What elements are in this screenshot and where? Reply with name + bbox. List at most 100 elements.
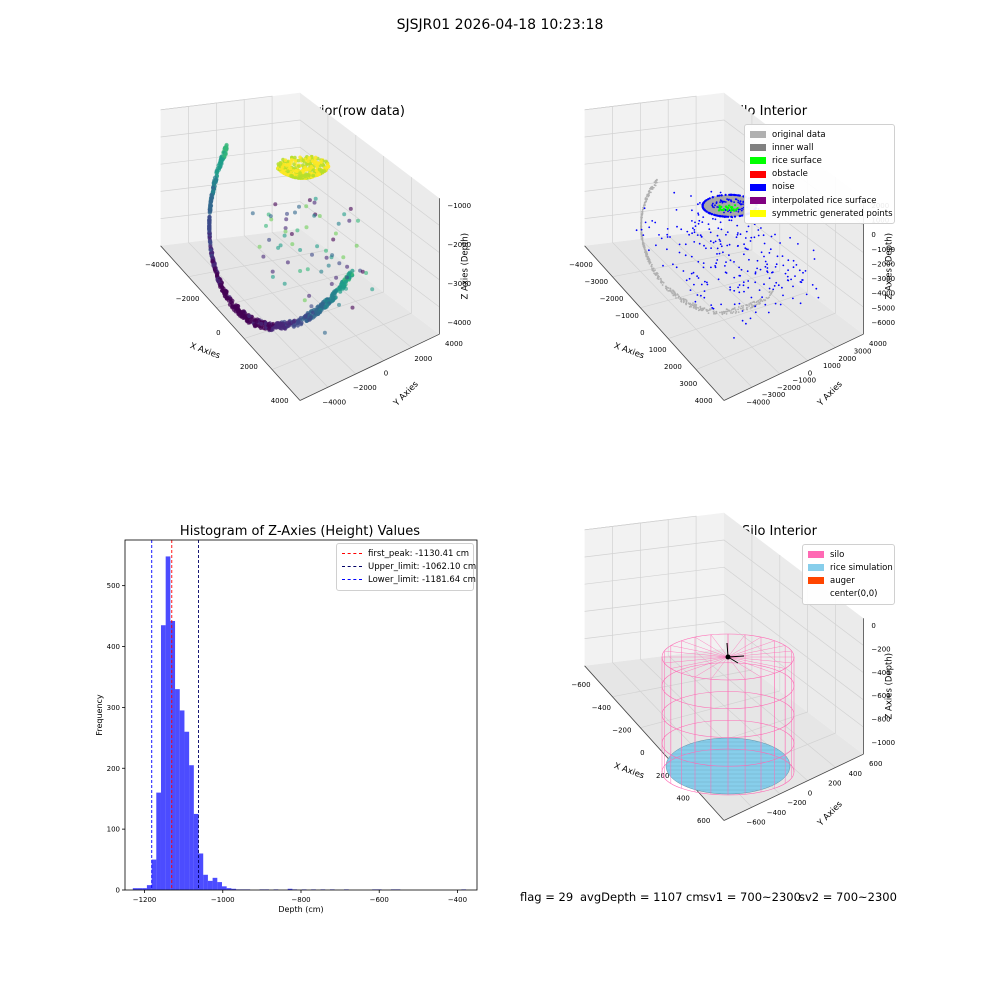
noise-point — [680, 228, 683, 231]
original-data-point — [662, 281, 665, 284]
original-data-point — [719, 311, 721, 314]
noise-point — [730, 215, 733, 218]
legend-line — [342, 566, 362, 568]
noise-point — [805, 293, 808, 296]
histogram-bar — [151, 859, 157, 890]
noise-point — [666, 233, 669, 236]
noise-point — [714, 266, 717, 269]
scatter-point — [257, 244, 262, 249]
noise-point — [729, 288, 732, 291]
cap-point — [311, 168, 316, 172]
silo-roof-line — [727, 636, 762, 658]
pane-floor — [160, 228, 440, 401]
original-data-point — [753, 301, 756, 304]
noise-point — [750, 296, 753, 299]
noise-point — [742, 284, 745, 287]
noise-point — [714, 265, 716, 267]
original-data-point — [723, 312, 726, 315]
noise-point — [738, 266, 740, 269]
noise-point — [745, 322, 747, 325]
cap-point — [291, 169, 296, 173]
pane-floor — [584, 648, 864, 821]
noise-point — [712, 241, 715, 244]
original-data-point — [737, 308, 739, 311]
y-tick-label: 100 — [107, 826, 120, 834]
scatter-point — [360, 269, 365, 274]
scatter-point — [270, 269, 275, 274]
scatter-point — [341, 283, 346, 288]
noise-point — [694, 221, 696, 224]
noise-point — [720, 228, 723, 231]
scatter-point — [344, 275, 349, 280]
scatter-point — [244, 318, 249, 323]
original-data-point — [771, 290, 774, 293]
noise-point — [729, 193, 732, 196]
z-axis-label: Z Axies (Depth) — [460, 233, 470, 300]
scatter-point — [326, 263, 331, 268]
noise-point — [640, 228, 643, 231]
rice-surface-point — [731, 206, 734, 209]
silo-roof-line — [670, 656, 729, 669]
noise-point — [710, 266, 712, 269]
noise-point — [724, 201, 727, 203]
scatter-point — [218, 282, 223, 287]
noise-point — [737, 232, 739, 234]
noise-point — [764, 265, 767, 268]
z-tick-label: −2000 — [447, 241, 471, 249]
noise-point — [723, 215, 726, 218]
gridline — [584, 95, 836, 348]
noise-point — [688, 277, 691, 280]
cap-point — [283, 172, 288, 176]
original-data-point — [714, 312, 717, 315]
y-tick-label: 0 — [116, 887, 120, 895]
legend-swatch — [750, 131, 766, 139]
noise-point — [704, 280, 706, 283]
x-axis-line — [584, 245, 725, 401]
y-tick-label: 2000 — [414, 355, 432, 363]
original-data-point — [649, 191, 651, 194]
noise-point — [740, 203, 742, 206]
z-tick-label: 0 — [871, 622, 875, 630]
noise-point — [782, 264, 785, 267]
noise-point — [682, 270, 685, 272]
scatter-point — [261, 254, 266, 259]
scatter-point — [254, 323, 259, 328]
original-data-point — [665, 288, 668, 291]
original-data-point — [694, 303, 697, 306]
original-data-point — [677, 297, 680, 299]
histogram-bar — [222, 886, 227, 890]
scatter-point — [295, 228, 300, 233]
noise-point — [709, 212, 712, 215]
noise-point — [784, 272, 787, 275]
noise-point — [754, 311, 757, 314]
y-axis-line — [299, 333, 440, 401]
original-data-point — [769, 294, 771, 297]
gridline — [584, 621, 864, 728]
gridline — [160, 146, 440, 253]
x-axis-line — [160, 245, 301, 401]
original-data-point — [677, 295, 680, 298]
rice-surface-point — [727, 207, 730, 210]
noise-point — [720, 303, 722, 306]
histogram-bar — [170, 620, 176, 890]
silo-roof-line — [681, 656, 729, 674]
original-data-point — [657, 278, 660, 280]
noise-point — [642, 234, 645, 237]
histogram-bar — [198, 853, 204, 890]
original-data-point — [653, 272, 655, 275]
y-tick-label: 200 — [828, 780, 841, 788]
scatter-point — [212, 181, 217, 186]
original-data-point — [769, 291, 771, 293]
scatter-point — [250, 211, 255, 216]
noise-point — [799, 302, 802, 305]
scatter-point — [336, 221, 341, 226]
noise-point — [721, 201, 724, 204]
y-axis-line — [723, 333, 864, 401]
x-tick-label: −600 — [571, 681, 590, 689]
cap-point — [281, 169, 286, 173]
noise-point — [686, 230, 689, 233]
scatter-point — [364, 271, 369, 275]
legend-swatch — [750, 144, 766, 152]
noise-point — [727, 215, 730, 218]
noise-point — [691, 232, 693, 235]
